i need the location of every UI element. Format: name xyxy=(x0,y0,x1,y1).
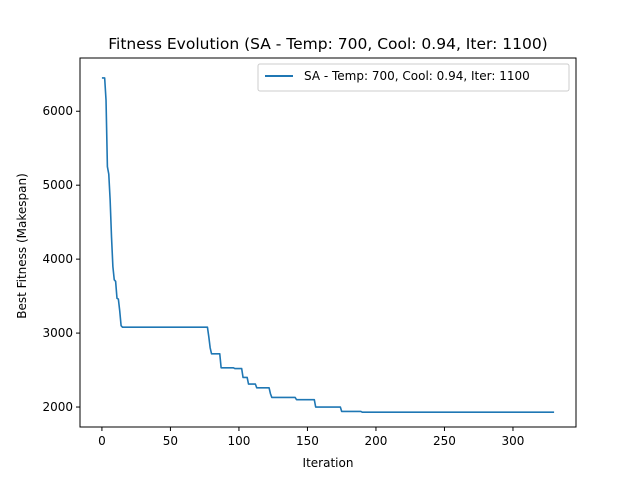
legend-box xyxy=(257,63,570,92)
x-axis-title: Iteration xyxy=(303,456,354,470)
y-tick-label: 4000 xyxy=(42,252,73,266)
x-tick-label: 300 xyxy=(502,434,525,448)
x-tick-label: 200 xyxy=(365,434,388,448)
x-tick-label: 250 xyxy=(433,434,456,448)
y-tick-label: 5000 xyxy=(42,178,73,192)
legend-entry-label: SA - Temp: 700, Cool: 0.94, Iter: 1100 xyxy=(304,69,530,83)
legend: SA - Temp: 700, Cool: 0.94, Iter: 1100 xyxy=(257,63,570,92)
x-tick-label: 100 xyxy=(227,434,250,448)
y-axis-title: Best Fitness (Makespan) xyxy=(15,173,29,319)
x-tick-label: 150 xyxy=(296,434,319,448)
chart-title: Fitness Evolution (SA - Temp: 700, Cool:… xyxy=(108,35,547,53)
y-tick-label: 2000 xyxy=(42,400,73,414)
series-line-0 xyxy=(101,77,555,414)
plot-frame xyxy=(79,57,577,428)
y-tick-label: 3000 xyxy=(42,326,73,340)
x-tick-label: 50 xyxy=(163,434,178,448)
x-tick-label: 0 xyxy=(98,434,106,448)
y-tick-label: 6000 xyxy=(42,104,73,118)
